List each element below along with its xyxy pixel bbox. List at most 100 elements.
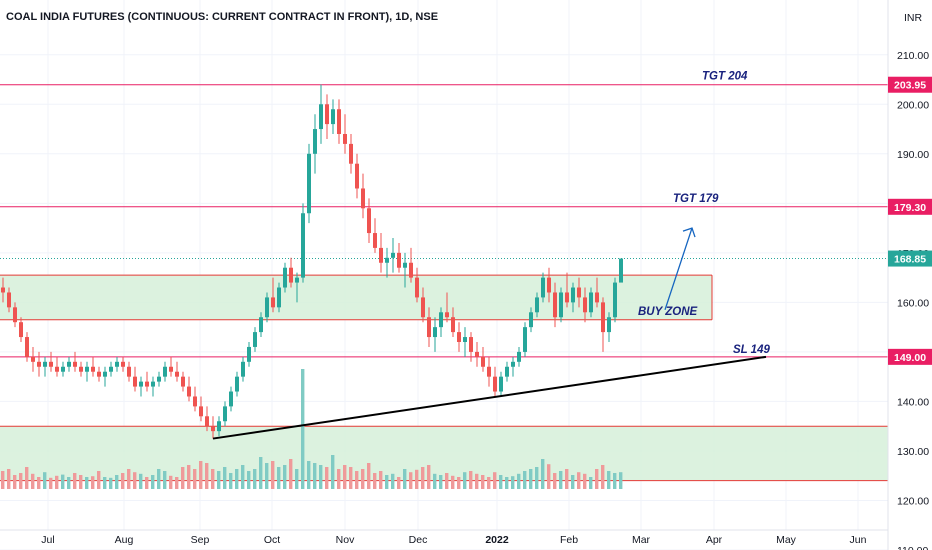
candle-body[interactable] bbox=[595, 292, 599, 303]
candle-body[interactable] bbox=[49, 361, 53, 367]
candle-body[interactable] bbox=[103, 371, 107, 377]
candle-body[interactable] bbox=[457, 332, 461, 342]
candle-body[interactable] bbox=[583, 297, 587, 313]
candle-body[interactable] bbox=[565, 292, 569, 303]
trendline[interactable] bbox=[212, 355, 767, 440]
candle-body[interactable] bbox=[271, 297, 275, 308]
candle-body[interactable] bbox=[451, 317, 455, 333]
candle-body[interactable] bbox=[67, 361, 71, 367]
candle-body[interactable] bbox=[7, 292, 11, 308]
candle-body[interactable] bbox=[337, 109, 341, 134]
candle-body[interactable] bbox=[25, 337, 29, 357]
candle-body[interactable] bbox=[385, 257, 389, 263]
price-axis[interactable]: 110.00120.00130.00140.00150.00160.00170.… bbox=[897, 50, 929, 550]
candle-body[interactable] bbox=[517, 351, 521, 362]
candle-body[interactable] bbox=[163, 366, 167, 377]
candles[interactable] bbox=[1, 84, 623, 439]
candle-body[interactable] bbox=[397, 252, 401, 268]
candle-body[interactable] bbox=[493, 376, 497, 392]
candle-body[interactable] bbox=[391, 252, 395, 258]
candle-body[interactable] bbox=[199, 406, 203, 417]
candle-body[interactable] bbox=[415, 277, 419, 298]
candle-body[interactable] bbox=[1, 287, 5, 293]
candle-body[interactable] bbox=[547, 277, 551, 293]
candle-body[interactable] bbox=[439, 312, 443, 328]
candle-body[interactable] bbox=[205, 416, 209, 427]
candle-body[interactable] bbox=[73, 361, 77, 367]
candle-body[interactable] bbox=[577, 287, 581, 298]
candle-body[interactable] bbox=[229, 391, 233, 407]
candle-body[interactable] bbox=[217, 421, 221, 432]
candle-body[interactable] bbox=[109, 366, 113, 372]
candle-body[interactable] bbox=[553, 292, 557, 318]
candle-body[interactable] bbox=[193, 396, 197, 407]
candle-body[interactable] bbox=[481, 356, 485, 367]
candle-body[interactable] bbox=[589, 292, 593, 313]
candle-body[interactable] bbox=[253, 332, 257, 347]
candle-body[interactable] bbox=[523, 327, 527, 352]
candle-body[interactable] bbox=[19, 322, 23, 338]
candle-body[interactable] bbox=[379, 247, 383, 263]
candle-body[interactable] bbox=[463, 337, 467, 342]
candle-body[interactable] bbox=[241, 361, 245, 377]
candle-body[interactable] bbox=[139, 381, 143, 387]
candle-body[interactable] bbox=[175, 371, 179, 377]
candle-body[interactable] bbox=[535, 297, 539, 313]
candle-body[interactable] bbox=[355, 163, 359, 189]
candle-body[interactable] bbox=[319, 104, 323, 130]
candle-body[interactable] bbox=[187, 386, 191, 397]
candle-body[interactable] bbox=[85, 366, 89, 372]
target-arrow-line[interactable] bbox=[664, 227, 693, 311]
candle-body[interactable] bbox=[121, 361, 125, 367]
candle-body[interactable] bbox=[343, 134, 347, 144]
candle-body[interactable] bbox=[445, 312, 449, 318]
candle-body[interactable] bbox=[277, 287, 281, 308]
candle-body[interactable] bbox=[265, 297, 269, 318]
candle-body[interactable] bbox=[325, 104, 329, 125]
candle-body[interactable] bbox=[97, 371, 101, 377]
drawings[interactable] bbox=[212, 227, 767, 440]
candle-body[interactable] bbox=[43, 361, 47, 367]
candle-body[interactable] bbox=[541, 277, 545, 298]
time-axis[interactable]: Jul Aug Sep Oct Nov Dec 2022 Feb Mar Apr May Jun bbox=[0, 529, 888, 546]
candle-body[interactable] bbox=[289, 267, 293, 283]
candle-body[interactable] bbox=[433, 327, 437, 338]
candle-body[interactable] bbox=[349, 143, 353, 164]
candle-body[interactable] bbox=[133, 376, 137, 387]
candle-body[interactable] bbox=[373, 233, 377, 248]
candle-body[interactable] bbox=[403, 262, 407, 268]
candle-body[interactable] bbox=[499, 376, 503, 392]
candle-body[interactable] bbox=[211, 426, 215, 432]
candle-body[interactable] bbox=[301, 213, 305, 278]
candle-body[interactable] bbox=[115, 361, 119, 367]
candle-body[interactable] bbox=[91, 366, 95, 372]
candle-body[interactable] bbox=[613, 282, 617, 318]
candle-body[interactable] bbox=[529, 312, 533, 328]
candle-body[interactable] bbox=[55, 366, 59, 372]
candle-body[interactable] bbox=[421, 297, 425, 318]
horizontal-levels[interactable] bbox=[0, 84, 888, 358]
candle-body[interactable] bbox=[79, 366, 83, 372]
candle-body[interactable] bbox=[235, 376, 239, 392]
candle-body[interactable] bbox=[157, 376, 161, 382]
candle-body[interactable] bbox=[259, 317, 263, 333]
candle-body[interactable] bbox=[13, 307, 17, 323]
candle-body[interactable] bbox=[559, 292, 563, 318]
candle-body[interactable] bbox=[487, 366, 491, 377]
candle-body[interactable] bbox=[601, 302, 605, 333]
candle-body[interactable] bbox=[61, 366, 65, 372]
candle-body[interactable] bbox=[469, 337, 473, 352]
candle-body[interactable] bbox=[619, 258, 623, 283]
candle-body[interactable] bbox=[607, 317, 611, 333]
candle-body[interactable] bbox=[313, 129, 317, 154]
candle-body[interactable] bbox=[367, 208, 371, 234]
candle-body[interactable] bbox=[127, 366, 131, 377]
candle-body[interactable] bbox=[361, 188, 365, 209]
candle-body[interactable] bbox=[505, 366, 509, 377]
candle-body[interactable] bbox=[283, 267, 287, 288]
candle-body[interactable] bbox=[169, 366, 173, 372]
candle-body[interactable] bbox=[409, 262, 413, 278]
candle-body[interactable] bbox=[181, 376, 185, 387]
candle-body[interactable] bbox=[37, 361, 41, 367]
